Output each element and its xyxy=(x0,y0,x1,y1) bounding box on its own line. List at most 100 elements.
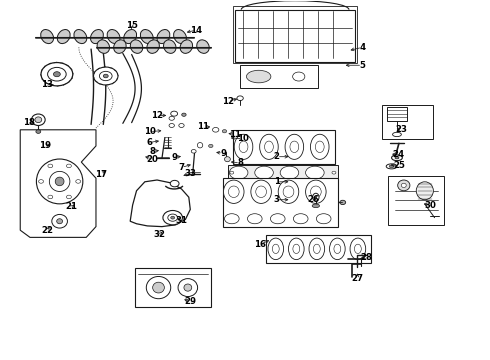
Ellipse shape xyxy=(392,132,401,136)
Ellipse shape xyxy=(179,123,184,127)
Ellipse shape xyxy=(182,113,186,116)
Ellipse shape xyxy=(140,30,153,44)
Ellipse shape xyxy=(209,144,213,148)
Text: 18: 18 xyxy=(23,118,35,127)
Ellipse shape xyxy=(280,166,299,179)
Ellipse shape xyxy=(247,214,262,224)
Ellipse shape xyxy=(52,215,68,228)
Ellipse shape xyxy=(153,282,164,293)
Ellipse shape xyxy=(35,117,42,123)
Text: 7: 7 xyxy=(178,163,185,172)
Ellipse shape xyxy=(173,30,186,44)
Ellipse shape xyxy=(197,143,203,148)
Ellipse shape xyxy=(114,40,126,53)
Text: 24: 24 xyxy=(393,150,405,159)
Text: 20: 20 xyxy=(146,155,158,164)
Ellipse shape xyxy=(392,155,402,161)
Ellipse shape xyxy=(164,40,176,53)
Bar xyxy=(240,65,318,88)
Ellipse shape xyxy=(171,216,174,219)
Ellipse shape xyxy=(57,30,70,44)
Ellipse shape xyxy=(306,180,326,203)
Text: 12: 12 xyxy=(151,111,163,120)
Ellipse shape xyxy=(169,123,174,127)
Ellipse shape xyxy=(332,171,336,174)
Ellipse shape xyxy=(31,114,45,126)
Ellipse shape xyxy=(398,180,410,191)
Text: 11: 11 xyxy=(229,130,241,139)
Ellipse shape xyxy=(49,171,70,192)
Bar xyxy=(382,105,433,139)
Ellipse shape xyxy=(293,244,300,253)
Ellipse shape xyxy=(168,214,177,221)
Text: 17: 17 xyxy=(95,170,107,179)
Text: 15: 15 xyxy=(126,21,138,30)
Text: 22: 22 xyxy=(41,226,53,235)
Ellipse shape xyxy=(36,130,41,134)
Ellipse shape xyxy=(94,67,118,85)
Ellipse shape xyxy=(283,186,294,198)
Text: 9: 9 xyxy=(171,153,177,162)
Ellipse shape xyxy=(309,238,325,260)
Text: 26: 26 xyxy=(307,195,319,204)
Ellipse shape xyxy=(268,238,284,260)
Bar xyxy=(223,178,338,226)
Text: 12: 12 xyxy=(222,96,234,105)
Ellipse shape xyxy=(163,211,182,225)
Ellipse shape xyxy=(157,30,170,44)
Ellipse shape xyxy=(395,157,399,159)
Ellipse shape xyxy=(278,180,299,203)
Bar xyxy=(387,107,407,121)
Ellipse shape xyxy=(197,40,209,53)
Text: 11: 11 xyxy=(197,122,209,131)
Text: 32: 32 xyxy=(153,230,166,239)
Ellipse shape xyxy=(270,214,285,224)
Ellipse shape xyxy=(330,238,345,260)
Ellipse shape xyxy=(237,96,244,100)
Ellipse shape xyxy=(246,70,271,83)
Text: 14: 14 xyxy=(190,26,202,35)
Ellipse shape xyxy=(107,30,120,44)
Text: 30: 30 xyxy=(425,201,437,210)
Text: 1: 1 xyxy=(274,177,280,186)
Ellipse shape xyxy=(178,279,197,297)
Text: 6: 6 xyxy=(147,138,153,147)
Ellipse shape xyxy=(53,72,60,77)
Bar xyxy=(233,130,335,164)
Text: 28: 28 xyxy=(360,253,372,262)
Ellipse shape xyxy=(312,204,319,208)
Ellipse shape xyxy=(41,30,53,44)
Bar xyxy=(388,176,444,225)
Ellipse shape xyxy=(147,40,159,53)
Ellipse shape xyxy=(39,180,44,183)
Bar xyxy=(135,268,211,307)
Ellipse shape xyxy=(48,164,53,168)
Text: 19: 19 xyxy=(39,141,50,150)
Ellipse shape xyxy=(99,71,112,81)
Ellipse shape xyxy=(224,157,230,162)
Ellipse shape xyxy=(316,141,324,153)
Ellipse shape xyxy=(147,276,171,299)
Ellipse shape xyxy=(260,134,278,159)
Text: 31: 31 xyxy=(175,216,188,225)
Text: 8: 8 xyxy=(149,147,155,156)
Ellipse shape xyxy=(311,186,321,198)
Ellipse shape xyxy=(265,141,273,153)
Text: 10: 10 xyxy=(144,127,156,136)
Ellipse shape xyxy=(256,186,267,198)
Ellipse shape xyxy=(57,219,63,224)
Polygon shape xyxy=(20,130,96,237)
Ellipse shape xyxy=(223,180,244,203)
Ellipse shape xyxy=(416,182,433,200)
Ellipse shape xyxy=(48,195,53,199)
Ellipse shape xyxy=(124,30,137,44)
Ellipse shape xyxy=(67,195,72,199)
Ellipse shape xyxy=(317,214,331,224)
Ellipse shape xyxy=(289,238,304,260)
Text: 23: 23 xyxy=(395,125,407,134)
Ellipse shape xyxy=(170,180,179,187)
Ellipse shape xyxy=(294,214,308,224)
Ellipse shape xyxy=(48,67,66,81)
Text: 5: 5 xyxy=(359,61,365,70)
Ellipse shape xyxy=(36,159,83,204)
